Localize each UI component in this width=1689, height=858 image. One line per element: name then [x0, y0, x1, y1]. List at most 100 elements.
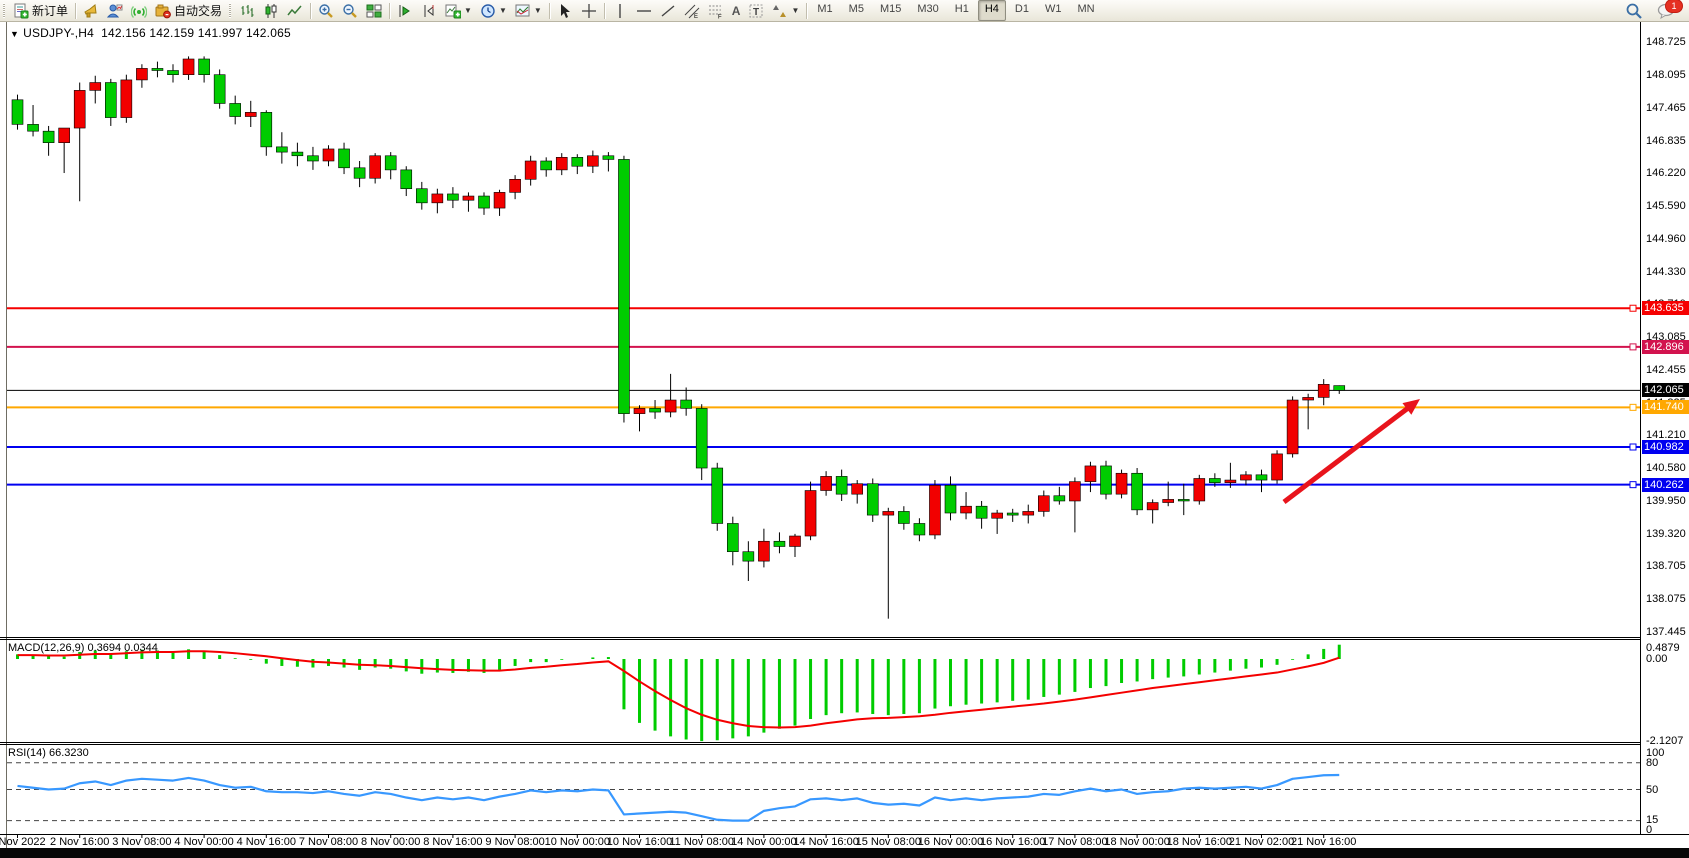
- chart-menu-caret-icon[interactable]: ▼: [10, 29, 20, 39]
- new-order-button[interactable]: 新订单: [9, 0, 72, 22]
- bottom-bar: [0, 848, 1689, 858]
- profile-button[interactable]: [103, 0, 127, 22]
- add-indicator-icon: [445, 3, 462, 19]
- separator: [548, 2, 550, 19]
- line-chart-button[interactable]: [283, 0, 307, 22]
- rsi-label: RSI(14) 66.3230: [8, 747, 89, 759]
- level-handle: [1629, 403, 1637, 411]
- search-icon: [1625, 2, 1643, 20]
- svg-text:F: F: [718, 14, 722, 19]
- search-button[interactable]: [1621, 0, 1647, 22]
- time-tick-label: 10 Nov 00:00: [544, 836, 611, 848]
- horn-button[interactable]: [79, 0, 103, 22]
- timeframe-button-m1[interactable]: M1: [817, 3, 833, 15]
- time-tick-label: 2 Nov 2022: [0, 836, 46, 848]
- dropdown-caret-icon: ▼: [791, 6, 800, 15]
- time-tick-label: 17 Nov 08:00: [1042, 836, 1108, 848]
- text-button[interactable]: A: [728, 0, 745, 22]
- toolbar-grip[interactable]: [228, 3, 234, 18]
- timeframe-button-m15[interactable]: M15: [879, 3, 902, 15]
- price-level-lines[interactable]: [7, 304, 1640, 489]
- level-price-badge: 143.635: [1642, 301, 1689, 316]
- period-clock-icon: [480, 3, 496, 19]
- level-handle: [1629, 481, 1637, 489]
- timeframe-button-w1[interactable]: W1: [1044, 3, 1062, 15]
- add-indicator-button[interactable]: ▼: [441, 0, 476, 22]
- timeframe-button-mn[interactable]: MN: [1077, 3, 1095, 15]
- trendline-button[interactable]: [656, 0, 680, 22]
- time-tick-label: 10 Nov 16:00: [606, 836, 673, 848]
- time-tick-label: 11 Nov 08:00: [669, 836, 734, 848]
- auto-scroll-button[interactable]: [393, 0, 417, 22]
- horizontal-line-button[interactable]: [632, 0, 656, 22]
- dropdown-caret-icon: ▼: [533, 6, 542, 15]
- signal-button[interactable]: [127, 0, 151, 22]
- dropdown-caret-icon: ▼: [498, 6, 507, 15]
- signal-icon: [131, 3, 148, 19]
- period-clock-button[interactable]: ▼: [476, 0, 511, 22]
- cursor-icon: [557, 3, 573, 19]
- time-tick-label: 21 Nov 02:00: [1228, 836, 1295, 848]
- toolbar-grip[interactable]: [2, 3, 7, 18]
- time-tick-label: 16 Nov 00:00: [917, 836, 984, 848]
- crosshair-icon: [581, 3, 597, 19]
- level-price-badge: 140.982: [1642, 439, 1689, 454]
- candlestick-series: [11, 56, 1346, 619]
- separator: [310, 2, 312, 19]
- price-scale-area[interactable]: [1641, 22, 1689, 834]
- separator: [603, 2, 605, 19]
- time-tick-label: 14 Nov 16:00: [793, 836, 859, 848]
- template-icon: [515, 3, 531, 19]
- time-tick-label: 2 Nov 16:00: [50, 836, 110, 848]
- level-price-badge: 140.262: [1642, 477, 1689, 492]
- indicator-scale-label: 100: [1646, 747, 1665, 759]
- fibonacci-button[interactable]: F: [704, 0, 728, 22]
- template-button[interactable]: ▼: [511, 0, 546, 22]
- separator: [75, 2, 77, 19]
- bar-chart-button[interactable]: [235, 0, 259, 22]
- indicator-scale-label: -2.1207: [1646, 735, 1684, 748]
- zoom-in-button[interactable]: [314, 0, 338, 22]
- arrows-icon: [772, 3, 788, 19]
- timeframe-button-d1[interactable]: D1: [1014, 3, 1029, 15]
- autotrading-icon: [155, 3, 171, 19]
- text-label-button[interactable]: T: [744, 0, 768, 22]
- autotrading-button[interactable]: 自动交易: [151, 0, 226, 22]
- indicator-scale-label: 80: [1646, 756, 1659, 769]
- price-tick-label: 146.220: [1646, 167, 1686, 180]
- price-tick-label: 137.445: [1646, 626, 1686, 638]
- new-order-label: 新订单: [32, 4, 69, 18]
- level-handle: [1629, 304, 1637, 312]
- bar-chart-icon: [239, 3, 255, 19]
- zoom-out-button[interactable]: [338, 0, 362, 22]
- crosshair-button[interactable]: [577, 0, 601, 22]
- chart-ohlc-values: 142.156 142.159 141.997 142.065: [101, 26, 291, 40]
- zoom-in-icon: [318, 3, 334, 19]
- macd-series: [16, 644, 1341, 742]
- chart-symbol-period: USDJPY-,H4: [23, 26, 95, 40]
- channel-button[interactable]: E: [680, 0, 704, 22]
- chat-button[interactable]: 1: [1653, 0, 1683, 22]
- indicator-scale-label: 0: [1646, 824, 1653, 836]
- indicator-scale-label: 0.00: [1646, 653, 1668, 665]
- svg-text:E: E: [694, 14, 698, 19]
- cursor-button[interactable]: [553, 0, 577, 22]
- tile-windows-button[interactable]: [362, 0, 386, 22]
- timeframe-button-m5[interactable]: M5: [848, 3, 864, 15]
- rsi-line: [17, 773, 1340, 822]
- vertical-line-button[interactable]: [608, 0, 632, 22]
- price-tick-label: 144.960: [1646, 232, 1686, 245]
- level-handle: [1629, 443, 1637, 451]
- timeframe-button-h4[interactable]: H4: [977, 0, 1006, 21]
- timeframe-button-h1[interactable]: H1: [954, 3, 969, 15]
- time-tick-label: 4 Nov 16:00: [236, 836, 296, 848]
- toolbar-right: 1: [1621, 0, 1689, 22]
- chart-shift-button[interactable]: [417, 0, 441, 22]
- arrow-annotation[interactable]: [1282, 399, 1420, 504]
- macd-signal-line: [17, 650, 1340, 729]
- candlestick-chart-button[interactable]: [259, 0, 283, 22]
- timeframe-button-m30[interactable]: M30: [917, 3, 939, 15]
- arrows-button[interactable]: ▼: [768, 0, 803, 22]
- separator: [389, 2, 391, 19]
